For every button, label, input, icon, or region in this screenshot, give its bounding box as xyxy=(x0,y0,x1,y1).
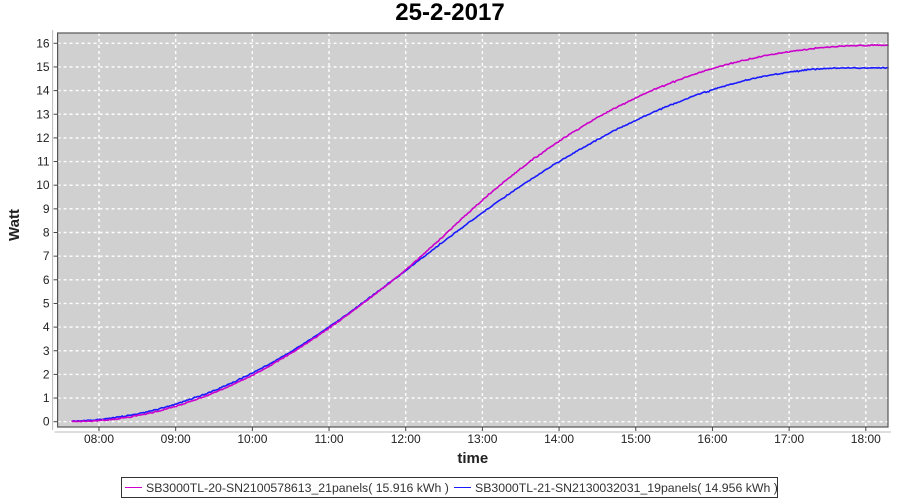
svg-text:12: 12 xyxy=(36,131,50,145)
svg-text:11: 11 xyxy=(37,155,50,169)
svg-text:14: 14 xyxy=(36,84,50,98)
svg-text:0: 0 xyxy=(43,415,50,429)
svg-text:2: 2 xyxy=(43,367,50,381)
svg-text:9: 9 xyxy=(43,202,50,216)
svg-text:08:00: 08:00 xyxy=(84,432,114,446)
svg-text:5: 5 xyxy=(43,296,50,310)
svg-text:10:00: 10:00 xyxy=(237,432,267,446)
svg-text:14:00: 14:00 xyxy=(544,432,574,446)
svg-text:16:00: 16:00 xyxy=(697,432,727,446)
svg-text:1: 1 xyxy=(43,391,50,405)
svg-text:11:00: 11:00 xyxy=(314,432,343,446)
svg-text:12:00: 12:00 xyxy=(391,432,421,446)
svg-text:15: 15 xyxy=(36,60,50,74)
svg-text:17:00: 17:00 xyxy=(774,432,804,446)
svg-text:18:00: 18:00 xyxy=(851,432,881,446)
svg-text:09:00: 09:00 xyxy=(161,432,191,446)
svg-text:3: 3 xyxy=(43,344,50,358)
svg-text:15:00: 15:00 xyxy=(621,432,651,446)
svg-text:10: 10 xyxy=(36,178,50,192)
svg-text:13: 13 xyxy=(36,107,50,121)
svg-text:6: 6 xyxy=(43,273,50,287)
svg-text:13:00: 13:00 xyxy=(467,432,497,446)
svg-text:16: 16 xyxy=(36,36,50,50)
svg-text:8: 8 xyxy=(43,226,50,240)
svg-text:7: 7 xyxy=(43,249,50,263)
svg-text:4: 4 xyxy=(43,320,50,334)
